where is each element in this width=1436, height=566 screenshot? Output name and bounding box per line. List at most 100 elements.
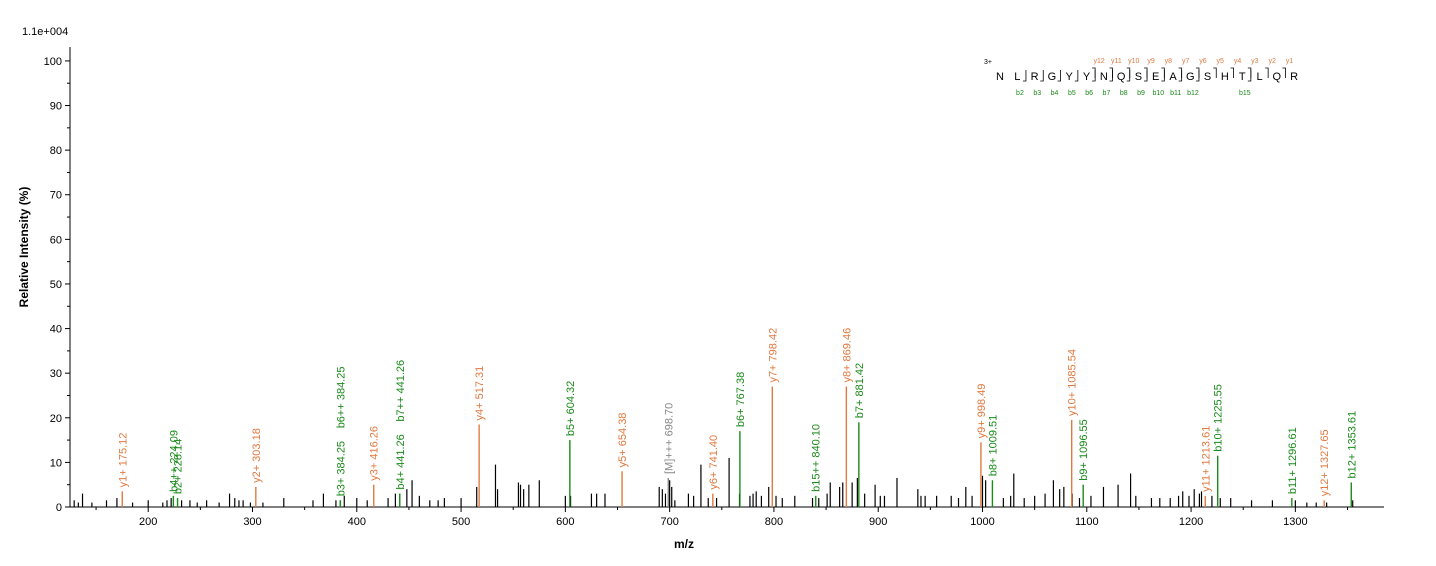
b-ion-bracket [1057,70,1061,82]
b-ion-label: b9 [1137,90,1145,97]
b-ion-bracket [1126,70,1131,82]
b-ion-label: b8 [1120,90,1128,97]
peak-label: b9+ 1096.55 [1078,419,1090,480]
x-tick-label: 1300 [1283,516,1307,528]
peak-label: b8+ 1009.51 [987,415,999,476]
y-tick-label: 100 [44,56,62,68]
peak-label: y6+ 741.40 [708,435,720,490]
y-tick-label: 20 [50,413,62,425]
y-ion-bracket [1109,67,1113,78]
x-tick-label: 1000 [970,516,994,528]
sequence-residue: R [1290,71,1298,83]
x-tick-label: 600 [556,516,574,528]
peak-label: y4+ 517.31 [474,366,486,421]
sequence-residue: G [1186,71,1195,83]
x-tick-label: 800 [765,516,783,528]
peak-label: y2+ 303.18 [251,428,263,483]
y-ion-bracket [1144,67,1148,78]
b-ion-label: b15 [1239,90,1251,97]
sequence-charge: 3+ [984,59,992,66]
x-tick-label: 400 [348,516,366,528]
peak-label: y9+ 998.49 [976,384,988,439]
y-ion-label: y3 [1251,58,1259,65]
y-tick-label: 90 [50,101,62,113]
sequence-residue: N [1100,71,1108,83]
y-tick-label: 60 [50,234,62,246]
sequence-residue: Y [1083,71,1091,83]
b-ion-label: b10 [1153,90,1165,97]
b-ion-label: b11 [1170,90,1181,97]
sequence-residue: H [1221,71,1229,83]
b-ion-bracket [1074,70,1079,82]
x-tick-label: 1100 [1075,516,1099,528]
b-ion-bracket [1161,70,1165,82]
y-ion-label: y6 [1199,58,1207,65]
sequence-residue: L [1014,71,1020,83]
intensity-scale-label: 1.1e+004 [22,26,68,38]
y-tick-label: 50 [50,279,62,291]
y-ion-label: y7 [1182,58,1190,65]
y-tick-label: 80 [50,145,62,157]
y-ion-label: y11 [1111,58,1122,65]
y-ion-bracket [1161,67,1165,78]
sequence-residue: S [1204,71,1211,83]
peak-label: y1+ 175.12 [117,433,129,488]
x-tick-label: 300 [243,516,261,528]
y-ion-bracket [1230,67,1234,78]
peak-label: b6++ 384.25 [335,367,347,429]
y-ion-label: y10 [1128,58,1139,65]
y-ion-bracket [1282,67,1286,78]
b-ion-label: b5 [1068,90,1076,97]
x-tick-label: 700 [660,516,678,528]
peak-label: y8+ 869.46 [841,328,853,383]
y-ion-bracket [1195,67,1200,78]
sequence-residue: G [1048,71,1057,83]
sequence-residue: Y [1066,71,1074,83]
peak-label: b15++ 840.10 [811,424,823,492]
peak-label: b4++ 224.09 [168,430,180,492]
x-tick-label: 500 [452,516,470,528]
y-tick-label: 40 [50,324,62,336]
y-axis-label: Relative Intensity (%) [17,187,31,308]
b-ion-bracket [1092,70,1096,82]
b-ion-label: b6 [1085,90,1093,97]
y-ion-label: y4 [1234,58,1242,65]
y-ion-bracket [1265,67,1269,78]
peak-label: b2+ 228.14 [173,439,185,494]
spectrum-peaks [73,386,1354,507]
y-tick-label: 30 [50,368,62,380]
b-ion-label: b7 [1103,90,1111,97]
sequence-residue: T [1239,71,1246,83]
x-tick-label: 900 [869,516,887,528]
y-axis: 0 10 20 30 40 50 60 70 80 90 100 [44,47,71,514]
peak-label: y10+ 1085.54 [1067,349,1079,416]
x-axis: 200 300 400 500 600 700 800 900 1000 1100 1200 1300 [70,506,1384,528]
b-ion-bracket [1195,70,1200,82]
y-ion-bracket [1178,67,1183,78]
x-tick-label: 200 [139,516,157,528]
b-ion-bracket [1040,70,1044,82]
y-ion-label: y9 [1147,58,1155,65]
y-tick-label: 10 [50,457,62,469]
y-ion-bracket [1092,67,1096,78]
peak-label: y3+ 416.26 [369,426,381,481]
peak-label: y12+ 1327.65 [1319,429,1331,496]
sequence-residue: E [1152,71,1159,83]
peak-label: y7+ 798.42 [767,328,779,383]
x-axis-label: m/z [674,537,694,551]
b-ion-bracket [1247,70,1252,82]
b-ion-label: b4 [1051,90,1059,97]
b-ion-label: b12 [1187,90,1199,97]
peak-label: b10+ 1225.55 [1213,384,1225,452]
peak-label: b12+ 1353.61 [1346,411,1358,479]
y-tick-label: 0 [56,502,62,514]
peak-label: b6+ 767.38 [735,372,747,427]
sequence-residue: L [1256,71,1262,83]
y-ion-label: y1 [1286,58,1294,65]
b-ion-label: b2 [1016,90,1024,97]
peak-label: [M]+++ 698.70 [663,403,675,474]
y-ion-label: y2 [1268,58,1276,65]
peak-label: b3+ 384.25 [335,441,347,496]
